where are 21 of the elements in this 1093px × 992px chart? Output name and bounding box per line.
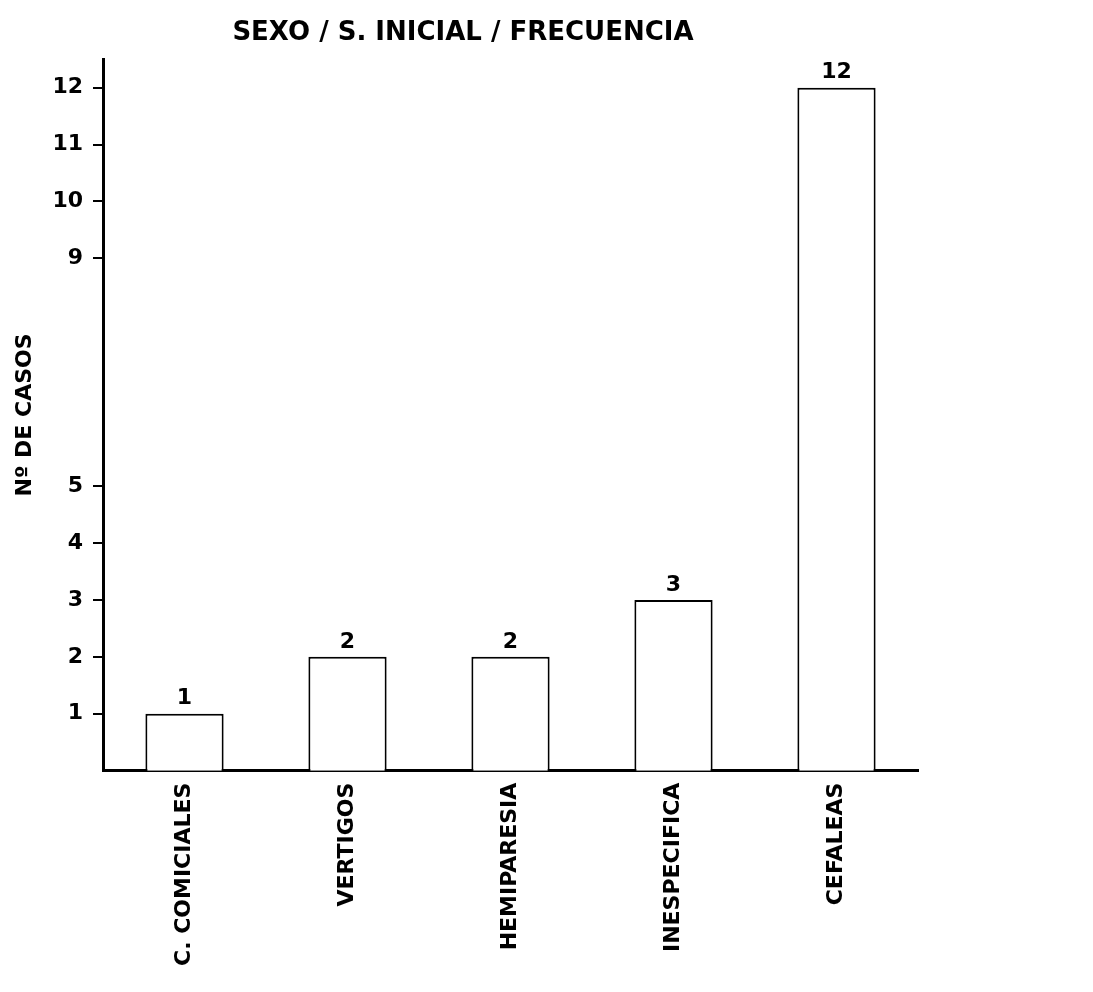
y-tick-label: 5 bbox=[67, 471, 84, 497]
data-label: 12 bbox=[821, 58, 852, 84]
y-tick-label: 2 bbox=[67, 642, 84, 668]
x-tick-label: HEMIPARESIA bbox=[496, 782, 522, 951]
y-tick-label: 3 bbox=[67, 585, 84, 611]
y-tick-label: 4 bbox=[67, 528, 84, 554]
y-tick-label: 11 bbox=[52, 130, 84, 156]
data-label: 1 bbox=[176, 684, 193, 710]
data-label: 2 bbox=[502, 627, 519, 653]
chart-title: SEXO / S. INICIAL / FRECUENCIA bbox=[232, 16, 694, 47]
x-tick-label: VERTIGOS bbox=[333, 782, 359, 907]
x-tick-label: INESPECIFICA bbox=[659, 782, 685, 953]
y-tick-label: 1 bbox=[67, 699, 84, 725]
y-tick-label: 10 bbox=[52, 187, 84, 213]
y-axis-title: Nº DE CASOS bbox=[10, 333, 36, 497]
x-tick-label: CEFALEAS bbox=[822, 782, 848, 906]
data-label: 3 bbox=[665, 570, 682, 596]
y-tick-label: 9 bbox=[67, 244, 84, 270]
data-label: 2 bbox=[339, 627, 356, 653]
y-tick-label: 12 bbox=[52, 73, 84, 99]
x-tick-label: C. COMICIALES bbox=[170, 782, 196, 967]
